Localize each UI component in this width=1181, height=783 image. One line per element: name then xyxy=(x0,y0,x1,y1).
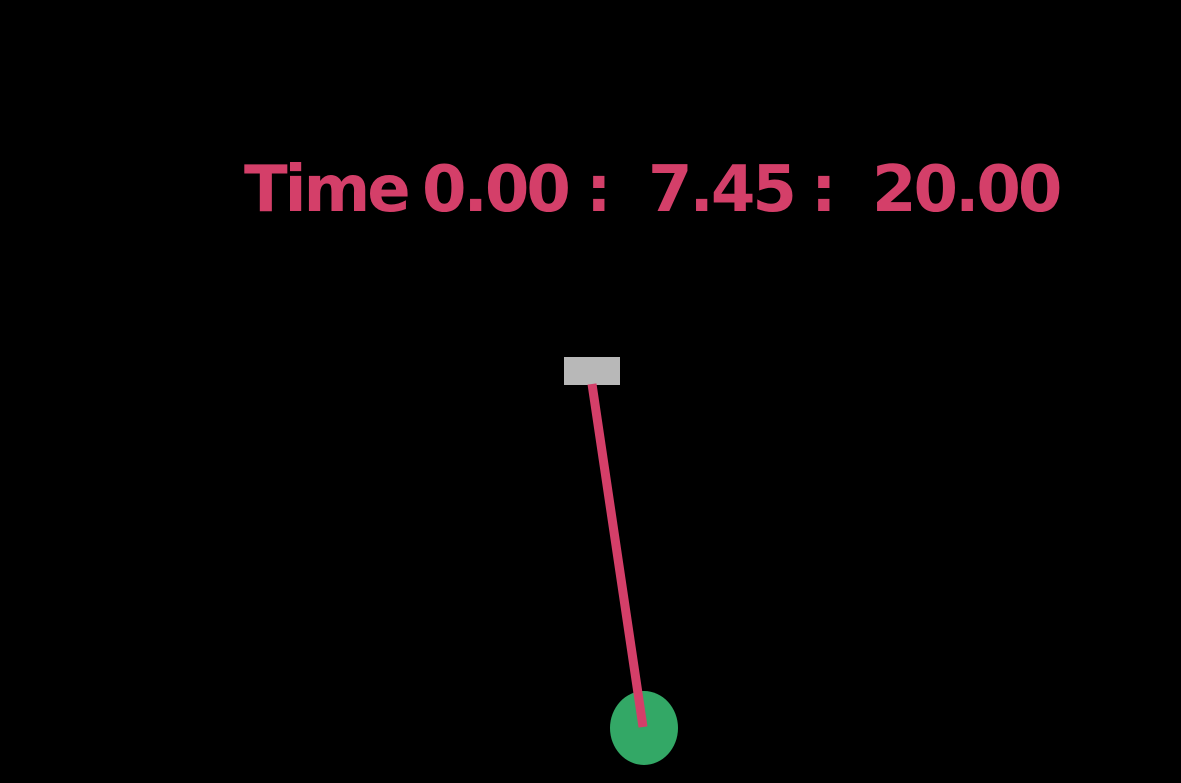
time-start-value: 0.00 xyxy=(422,153,571,227)
time-label: Time xyxy=(244,153,411,227)
pivot-block-icon xyxy=(564,357,620,385)
time-current-value: 7.45 xyxy=(648,153,797,227)
time-end-value: 20.00 xyxy=(872,153,1062,227)
pendulum-bob-icon[interactable] xyxy=(610,691,678,765)
pendulum-rod xyxy=(587,383,648,728)
time-separator: : xyxy=(811,153,837,227)
time-separator: : xyxy=(586,153,612,227)
